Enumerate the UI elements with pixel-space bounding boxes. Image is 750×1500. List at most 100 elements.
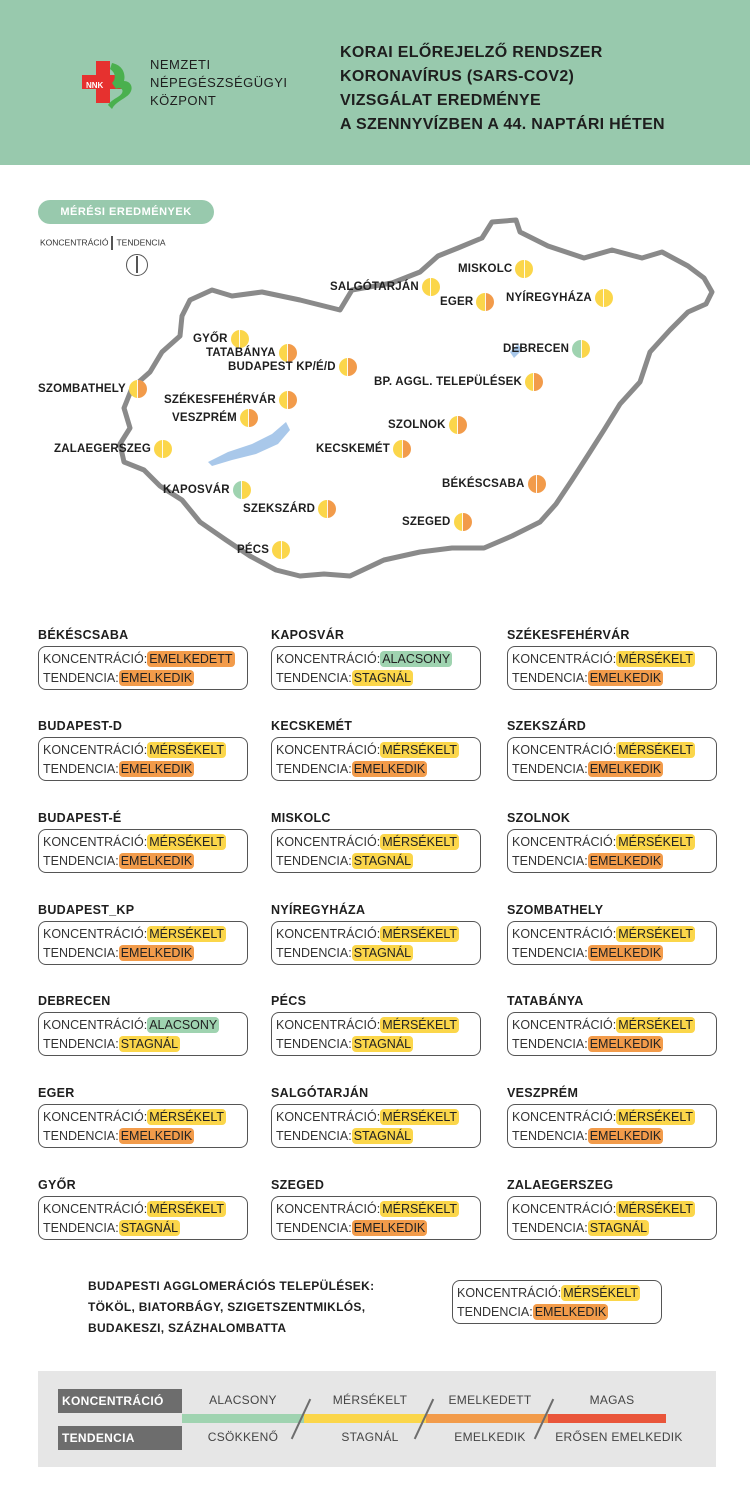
city-card: KONCENTRÁCIÓ: EMELKEDETT TENDENCIA: EMELKED… bbox=[38, 646, 248, 690]
tendency-row: TENDENCIA: EMELKEDIK bbox=[512, 761, 664, 777]
concentration-value: MÉRSÉKELT bbox=[147, 1109, 226, 1125]
city-card-wrap: BUDAPEST-D KONCENTRÁCIÓ: MÉRSÉKELT TENDENCI… bbox=[38, 719, 248, 781]
concentration-value: MÉRSÉKELT bbox=[380, 834, 459, 850]
city-card-title: DEBRECEN bbox=[38, 994, 111, 1008]
concentration-row: KONCENTRÁCIÓ: MÉRSÉKELT bbox=[512, 742, 695, 758]
tendency-row: TENDENCIA: EMELKEDIK bbox=[43, 670, 195, 686]
city-label: PÉCS bbox=[237, 544, 270, 556]
city-marker: NYÍREGYHÁZA bbox=[506, 289, 613, 307]
tendency-row: TENDENCIA: STAGNÁL bbox=[512, 1220, 650, 1236]
status-dot bbox=[230, 330, 249, 348]
city-card: KONCENTRÁCIÓ: MÉRSÉKELT TENDENCIA: EMELKEDI… bbox=[507, 737, 717, 781]
concentration-row: KONCENTRÁCIÓ: MÉRSÉKELT bbox=[43, 742, 226, 758]
concentration-row: KONCENTRÁCIÓ: MÉRSÉKELT bbox=[512, 651, 695, 667]
tendency-row: TENDENCIA: STAGNÁL bbox=[276, 1128, 414, 1144]
color-legend: KONCENTRÁCIÓ TENDENCIA ALACSONY MÉRSÉKEL… bbox=[38, 1371, 716, 1467]
tendency-row: TENDENCIA: EMELKEDIK bbox=[512, 670, 664, 686]
city-label: KECSKEMÉT bbox=[316, 443, 391, 455]
city-card-title: BUDAPEST-É bbox=[38, 811, 122, 825]
legend-level-mersekelt: MÉRSÉKELT bbox=[332, 1393, 408, 1407]
city-card: KONCENTRÁCIÓ: ALACSONY TENDENCIA: STAGNÁL bbox=[38, 1012, 248, 1056]
map-legend-dot bbox=[126, 254, 148, 276]
city-card: KONCENTRÁCIÓ: MÉRSÉKELT TENDENCIA: EMELKEDI… bbox=[507, 1104, 717, 1148]
concentration-row: KONCENTRÁCIÓ: MÉRSÉKELT bbox=[276, 926, 459, 942]
city-card-title: SALGÓTARJÁN bbox=[271, 1086, 369, 1100]
status-dot bbox=[393, 440, 412, 458]
city-marker: SZEKSZÁRD bbox=[243, 500, 337, 518]
city-card-wrap: VESZPRÉM KONCENTRÁCIÓ: MÉRSÉKELT TENDENCIA:… bbox=[507, 1086, 717, 1148]
legend-bar-alacsony bbox=[182, 1414, 304, 1423]
tendency-value: EMELKEDIK bbox=[351, 1220, 428, 1236]
tendency-row: TENDENCIA: EMELKEDIK bbox=[512, 853, 664, 869]
city-label: BP. AGGL. TELEPÜLÉSEK bbox=[374, 376, 522, 388]
tendency-value: EMELKEDIK bbox=[118, 945, 195, 961]
tendency-value: STAGNÁL bbox=[118, 1036, 181, 1052]
city-marker: KECSKEMÉT bbox=[316, 440, 412, 458]
concentration-value: MÉRSÉKELT bbox=[147, 926, 226, 942]
status-dot bbox=[527, 475, 546, 493]
tendency-row: TENDENCIA: EMELKEDIK bbox=[43, 1128, 195, 1144]
status-dot bbox=[421, 278, 440, 296]
lake-balaton bbox=[208, 422, 290, 466]
concentration-row: KONCENTRÁCIÓ: MÉRSÉKELT bbox=[276, 834, 459, 850]
city-label: SZEGED bbox=[402, 516, 451, 528]
concentration-value: ALACSONY bbox=[147, 1017, 220, 1033]
city-card: KONCENTRÁCIÓ: MÉRSÉKELT TENDENCIA: EMELKEDI… bbox=[507, 646, 717, 690]
city-marker: DEBRECEN bbox=[503, 340, 591, 358]
city-card: KONCENTRÁCIÓ: MÉRSÉKELT TENDENCIA: STAGNÁL bbox=[271, 829, 481, 873]
city-card: KONCENTRÁCIÓ: MÉRSÉKELT TENDENCIA: STAGNÁL bbox=[38, 1196, 248, 1240]
concentration-value: MÉRSÉKELT bbox=[380, 1109, 459, 1125]
city-card-wrap: BUDAPEST_KP KONCENTRÁCIÓ: MÉRSÉKELT TENDENC… bbox=[38, 903, 248, 965]
city-card-title: BÉKÉSCSABA bbox=[38, 628, 129, 642]
concentration-value: MÉRSÉKELT bbox=[616, 651, 695, 667]
legend-trend-csokkeno: CSÖKKENŐ bbox=[207, 1430, 279, 1444]
tendency-row: TENDENCIA: EMELKEDIK bbox=[43, 761, 195, 777]
city-card-wrap: SZOLNOK KONCENTRÁCIÓ: MÉRSÉKELT TENDENCIA: E… bbox=[507, 811, 717, 873]
city-card: KONCENTRÁCIÓ: MÉRSÉKELT TENDENCIA: STAGNÁL bbox=[271, 1012, 481, 1056]
tendency-value: EMELKEDIK bbox=[118, 761, 195, 777]
concentration-row: KONCENTRÁCIÓ: MÉRSÉKELT bbox=[512, 1109, 695, 1125]
city-card: KONCENTRÁCIÓ: MÉRSÉKELT TENDENCIA: EMELKEDI… bbox=[38, 737, 248, 781]
city-card-wrap: BÉKÉSCSABA KONCENTRÁCIÓ: EMELKEDETT TENDENC… bbox=[38, 628, 248, 690]
tendency-value: EMELKEDIK bbox=[118, 1128, 195, 1144]
concentration-row: KONCENTRÁCIÓ: MÉRSÉKELT bbox=[512, 1017, 695, 1033]
city-card: KONCENTRÁCIÓ: MÉRSÉKELT TENDENCIA: EMELKEDI… bbox=[507, 829, 717, 873]
tendency-value: EMELKEDIK bbox=[587, 761, 664, 777]
city-card-title: MISKOLC bbox=[271, 811, 331, 825]
tendency-row: TENDENCIA: STAGNÁL bbox=[43, 1220, 181, 1236]
city-card-title: SZOLNOK bbox=[507, 811, 571, 825]
city-marker: TATABÁNYA bbox=[206, 344, 297, 362]
concentration-value: MÉRSÉKELT bbox=[380, 1201, 459, 1217]
status-dot bbox=[232, 481, 251, 499]
city-card-wrap: SALGÓTARJÁN KONCENTRÁCIÓ: MÉRSÉKELT TENDENC… bbox=[271, 1086, 481, 1148]
concentration-row: KONCENTRÁCIÓ: ALACSONY bbox=[43, 1017, 220, 1033]
concentration-value: MÉRSÉKELT bbox=[147, 1201, 226, 1217]
concentration-value: MÉRSÉKELT bbox=[380, 742, 459, 758]
city-card-wrap: GYŐR KONCENTRÁCIÓ: MÉRSÉKELT TENDENCIA: STAG… bbox=[38, 1178, 248, 1240]
tendency-value: EMELKEDIK bbox=[118, 853, 195, 869]
city-card-wrap: SZEGED KONCENTRÁCIÓ: MÉRSÉKELT TENDENCIA: EM… bbox=[271, 1178, 481, 1240]
tendency-row: TENDENCIA: EMELKEDIK bbox=[512, 945, 664, 961]
status-dot bbox=[594, 289, 613, 307]
concentration-row: KONCENTRÁCIÓ: MÉRSÉKELT bbox=[43, 926, 226, 942]
city-card: KONCENTRÁCIÓ: MÉRSÉKELT TENDENCIA: EMELKEDI… bbox=[507, 1012, 717, 1056]
status-dot bbox=[515, 260, 534, 278]
tendency-value: STAGNÁL bbox=[351, 853, 414, 869]
concentration-row: KONCENTRÁCIÓ: MÉRSÉKELT bbox=[43, 1201, 226, 1217]
tendency-value: STAGNÁL bbox=[351, 1036, 414, 1052]
tendency-row: TENDENCIA: STAGNÁL bbox=[276, 945, 414, 961]
tendency-value: EMELKEDIK bbox=[587, 1036, 664, 1052]
city-label: NYÍREGYHÁZA bbox=[506, 292, 592, 304]
status-dot bbox=[338, 358, 357, 376]
city-label: SZEKSZÁRD bbox=[243, 503, 316, 515]
city-card-wrap: SZOMBATHELY KONCENTRÁCIÓ: MÉRSÉKELT TENDENC… bbox=[507, 903, 717, 965]
tendency-row: TENDENCIA: EMELKEDIK bbox=[512, 1036, 664, 1052]
tendency-row: TENDENCIA: EMELKEDIK bbox=[276, 1220, 428, 1236]
status-dot bbox=[572, 340, 591, 358]
city-card: KONCENTRÁCIÓ: MÉRSÉKELT TENDENCIA: STAGNÁL bbox=[271, 1104, 481, 1148]
city-label: SZOMBATHELY bbox=[38, 383, 126, 395]
tendency-row: TENDENCIA: EMELKEDIK bbox=[43, 945, 195, 961]
city-marker: BUDAPEST KP/É/D bbox=[228, 358, 357, 376]
city-card-wrap: DEBRECEN KONCENTRÁCIÓ: ALACSONY TENDENCIA: S… bbox=[38, 994, 248, 1056]
city-card: KONCENTRÁCIÓ: MÉRSÉKELT TENDENCIA: STAGNÁL bbox=[271, 921, 481, 965]
